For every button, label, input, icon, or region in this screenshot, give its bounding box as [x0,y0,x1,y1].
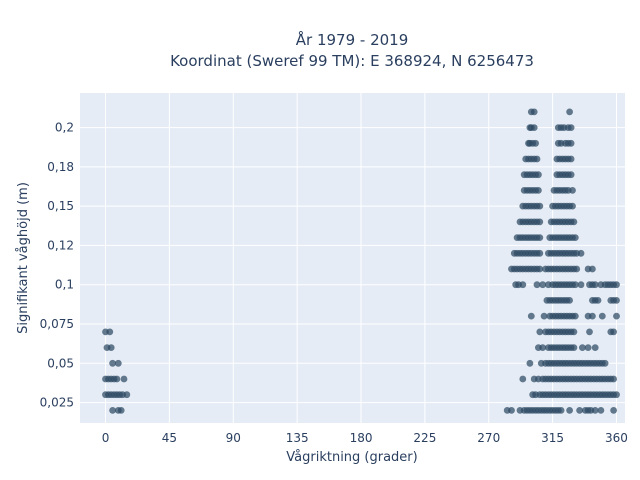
data-point [519,281,527,289]
data-point [598,312,606,320]
y-axis-title: Signifikant våghöjd (m) [16,182,31,334]
data-point [530,124,538,131]
x-tick-label: 180 [350,431,373,445]
data-point [601,359,609,367]
y-tick-label: 0,15 [47,199,74,213]
data-points [102,108,620,414]
data-point [577,281,585,289]
data-point [527,312,535,320]
data-point [591,281,599,289]
gridlines [80,93,625,423]
data-point [613,312,620,320]
data-point [113,375,121,383]
x-axis-ticks: 0 45 90 135 180 225 270 315 360 [102,431,628,445]
x-tick-label: 90 [226,431,241,445]
data-point [613,281,620,289]
data-point [566,108,573,116]
x-tick-label: 270 [477,431,500,445]
y-tick-label: 0,075 [40,317,74,331]
y-tick-label: 0,18 [47,160,74,174]
x-tick-label: 360 [605,431,628,445]
plot-area [80,93,625,423]
data-point [519,375,527,383]
x-tick-label: 315 [541,431,564,445]
data-point [535,187,542,194]
y-tick-label: 0,05 [47,356,74,370]
data-point [535,171,542,179]
data-point [123,391,131,399]
x-axis-title: Vågriktning (grader) [286,450,417,465]
data-point [536,328,544,336]
data-point [577,249,585,257]
data-point [120,375,128,383]
data-point [569,187,576,194]
data-point [584,344,592,351]
data-point [566,407,573,414]
data-point [530,108,538,116]
data-point [536,265,544,273]
data-point [613,297,620,304]
data-point [107,344,115,351]
data-point [586,328,593,336]
data-point [610,375,617,383]
data-point [610,407,617,414]
data-point [109,407,116,414]
y-tick-label: 0,12 [47,238,74,252]
data-point [589,312,596,320]
data-point [539,344,547,351]
x-tick-label: 135 [286,431,309,445]
data-point [114,359,122,367]
x-tick-label: 225 [413,431,436,445]
data-point [109,359,116,367]
data-point [571,234,579,242]
data-point [106,328,114,336]
data-point [536,234,544,242]
data-point [532,139,539,147]
data-point [576,407,583,414]
data-point [589,265,596,273]
data-point [594,297,602,304]
data-point [570,328,578,336]
y-tick-label: 0,2 [55,121,74,135]
data-point [567,155,575,163]
data-point [571,281,579,289]
data-point [591,344,599,351]
data-point [536,249,544,257]
data-point [566,297,573,304]
data-point [117,407,125,414]
chart-title: År 1979 - 2019 [296,30,409,49]
data-point [533,281,541,289]
data-point [557,407,565,414]
data-point [569,202,576,210]
data-point [579,344,586,351]
chart-subtitle: Koordinat (Sweref 99 TM): E 368924, N 62… [170,52,534,70]
data-point [567,139,575,147]
data-point [571,312,579,320]
data-point [567,171,575,179]
y-tick-label: 0,1 [55,278,74,292]
data-point [573,265,581,273]
data-point [597,407,605,414]
data-point [570,218,578,226]
data-point [567,124,575,131]
x-tick-label: 45 [162,431,177,445]
data-point [540,312,548,320]
y-tick-label: 0,025 [40,396,74,410]
data-point [539,281,547,289]
data-point [570,344,578,351]
data-point [508,407,515,414]
data-point [533,155,541,163]
data-point [526,359,534,367]
data-point [536,218,544,226]
data-point [536,202,544,210]
x-tick-label: 0 [102,431,110,445]
data-point [591,407,599,414]
y-axis-ticks: 0,025 0,05 0,075 0,1 0,12 0,15 0,18 0,2 [40,121,74,410]
data-point [613,391,620,399]
data-point [610,328,617,336]
